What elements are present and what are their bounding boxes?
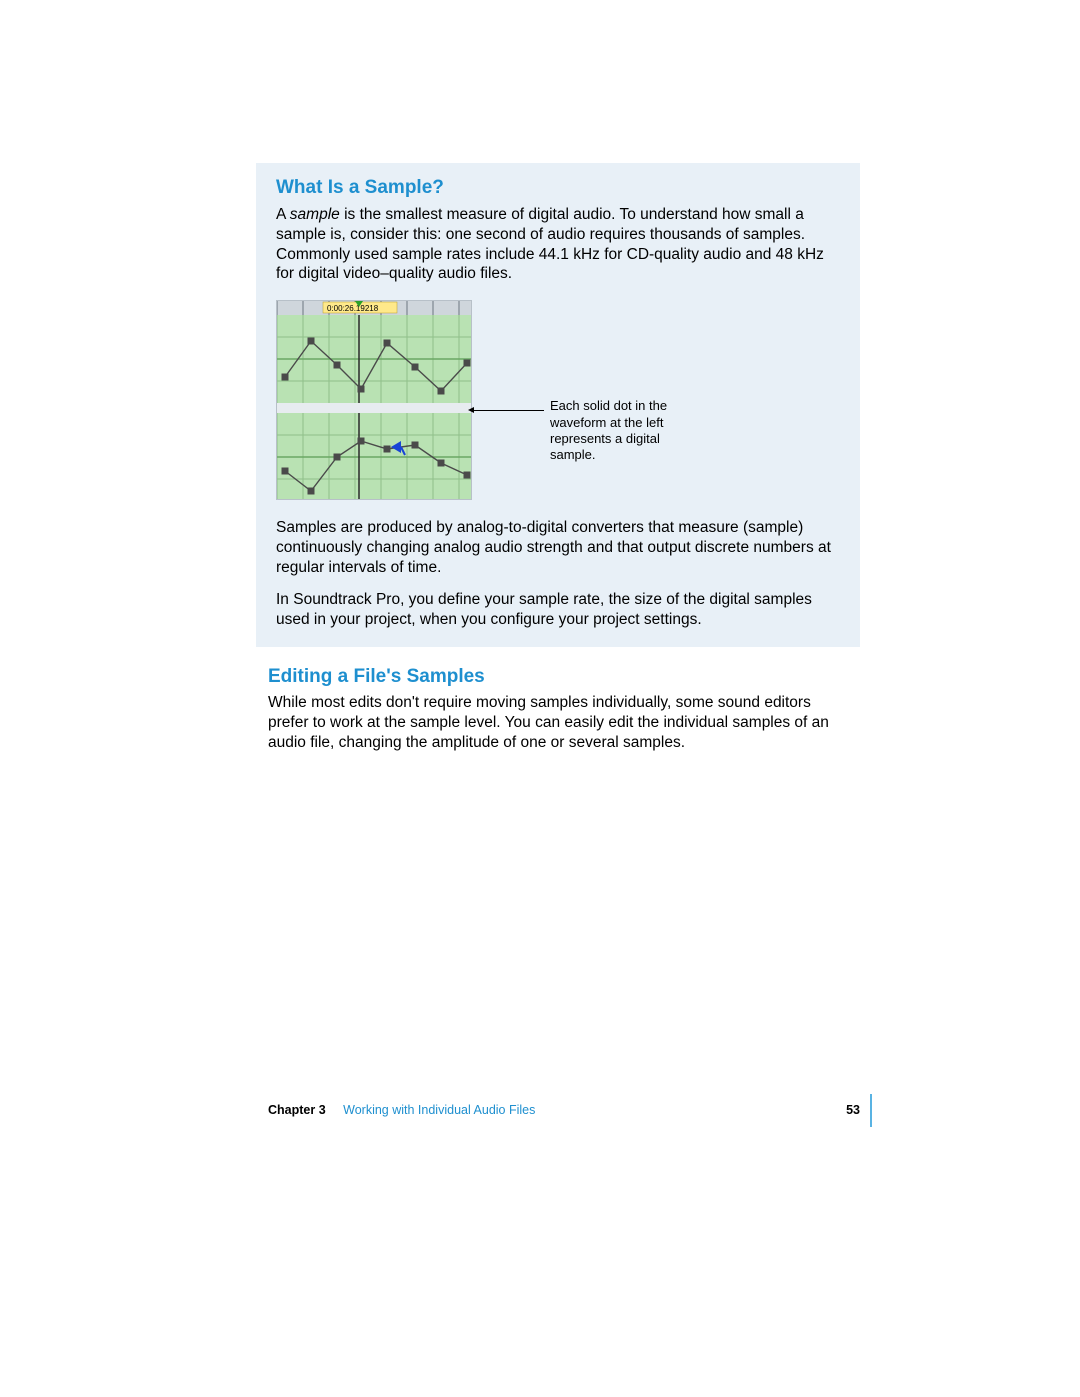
page: What Is a Sample? A sample is the smalle… [0,0,1080,1397]
term-sample: sample [290,206,340,223]
heading-editing-samples: Editing a File's Samples [268,666,850,688]
para-sample-definition: A sample is the smallest measure of digi… [276,205,840,284]
footer-rule [870,1094,872,1127]
section-editing-samples: Editing a File's Samples While most edit… [268,666,850,752]
waveform-screenshot: 0:00:26.19218 [276,300,472,500]
para-soundtrack-pro: In Soundtrack Pro, you define your sampl… [276,590,840,630]
para-editing-samples: While most edits don't require moving sa… [268,693,850,752]
chapter-label: Chapter 3 [268,1103,326,1117]
svg-text:0:00:26.19218: 0:00:26.19218 [327,304,379,313]
callout-text: Each solid dot in the waveform at the le… [550,398,680,463]
page-number: 53 [846,1103,860,1117]
text-prefix: A [276,206,290,223]
chapter-title: Working with Individual Audio Files [343,1103,535,1117]
text-rest: is the smallest measure of digital audio… [276,206,824,282]
page-footer: Chapter 3 Working with Individual Audio … [268,1103,860,1117]
figure-waveform-with-callout: 0:00:26.19218 Each solid dot in the wave… [276,300,840,500]
sidebar-what-is-a-sample: What Is a Sample? A sample is the smalle… [256,163,860,647]
footer-left: Chapter 3 Working with Individual Audio … [268,1103,535,1117]
callout-leader-line [472,410,544,411]
waveform-svg: 0:00:26.19218 [277,301,472,500]
heading-what-is-a-sample: What Is a Sample? [276,177,840,199]
para-adc: Samples are produced by analog-to-digita… [276,518,840,577]
